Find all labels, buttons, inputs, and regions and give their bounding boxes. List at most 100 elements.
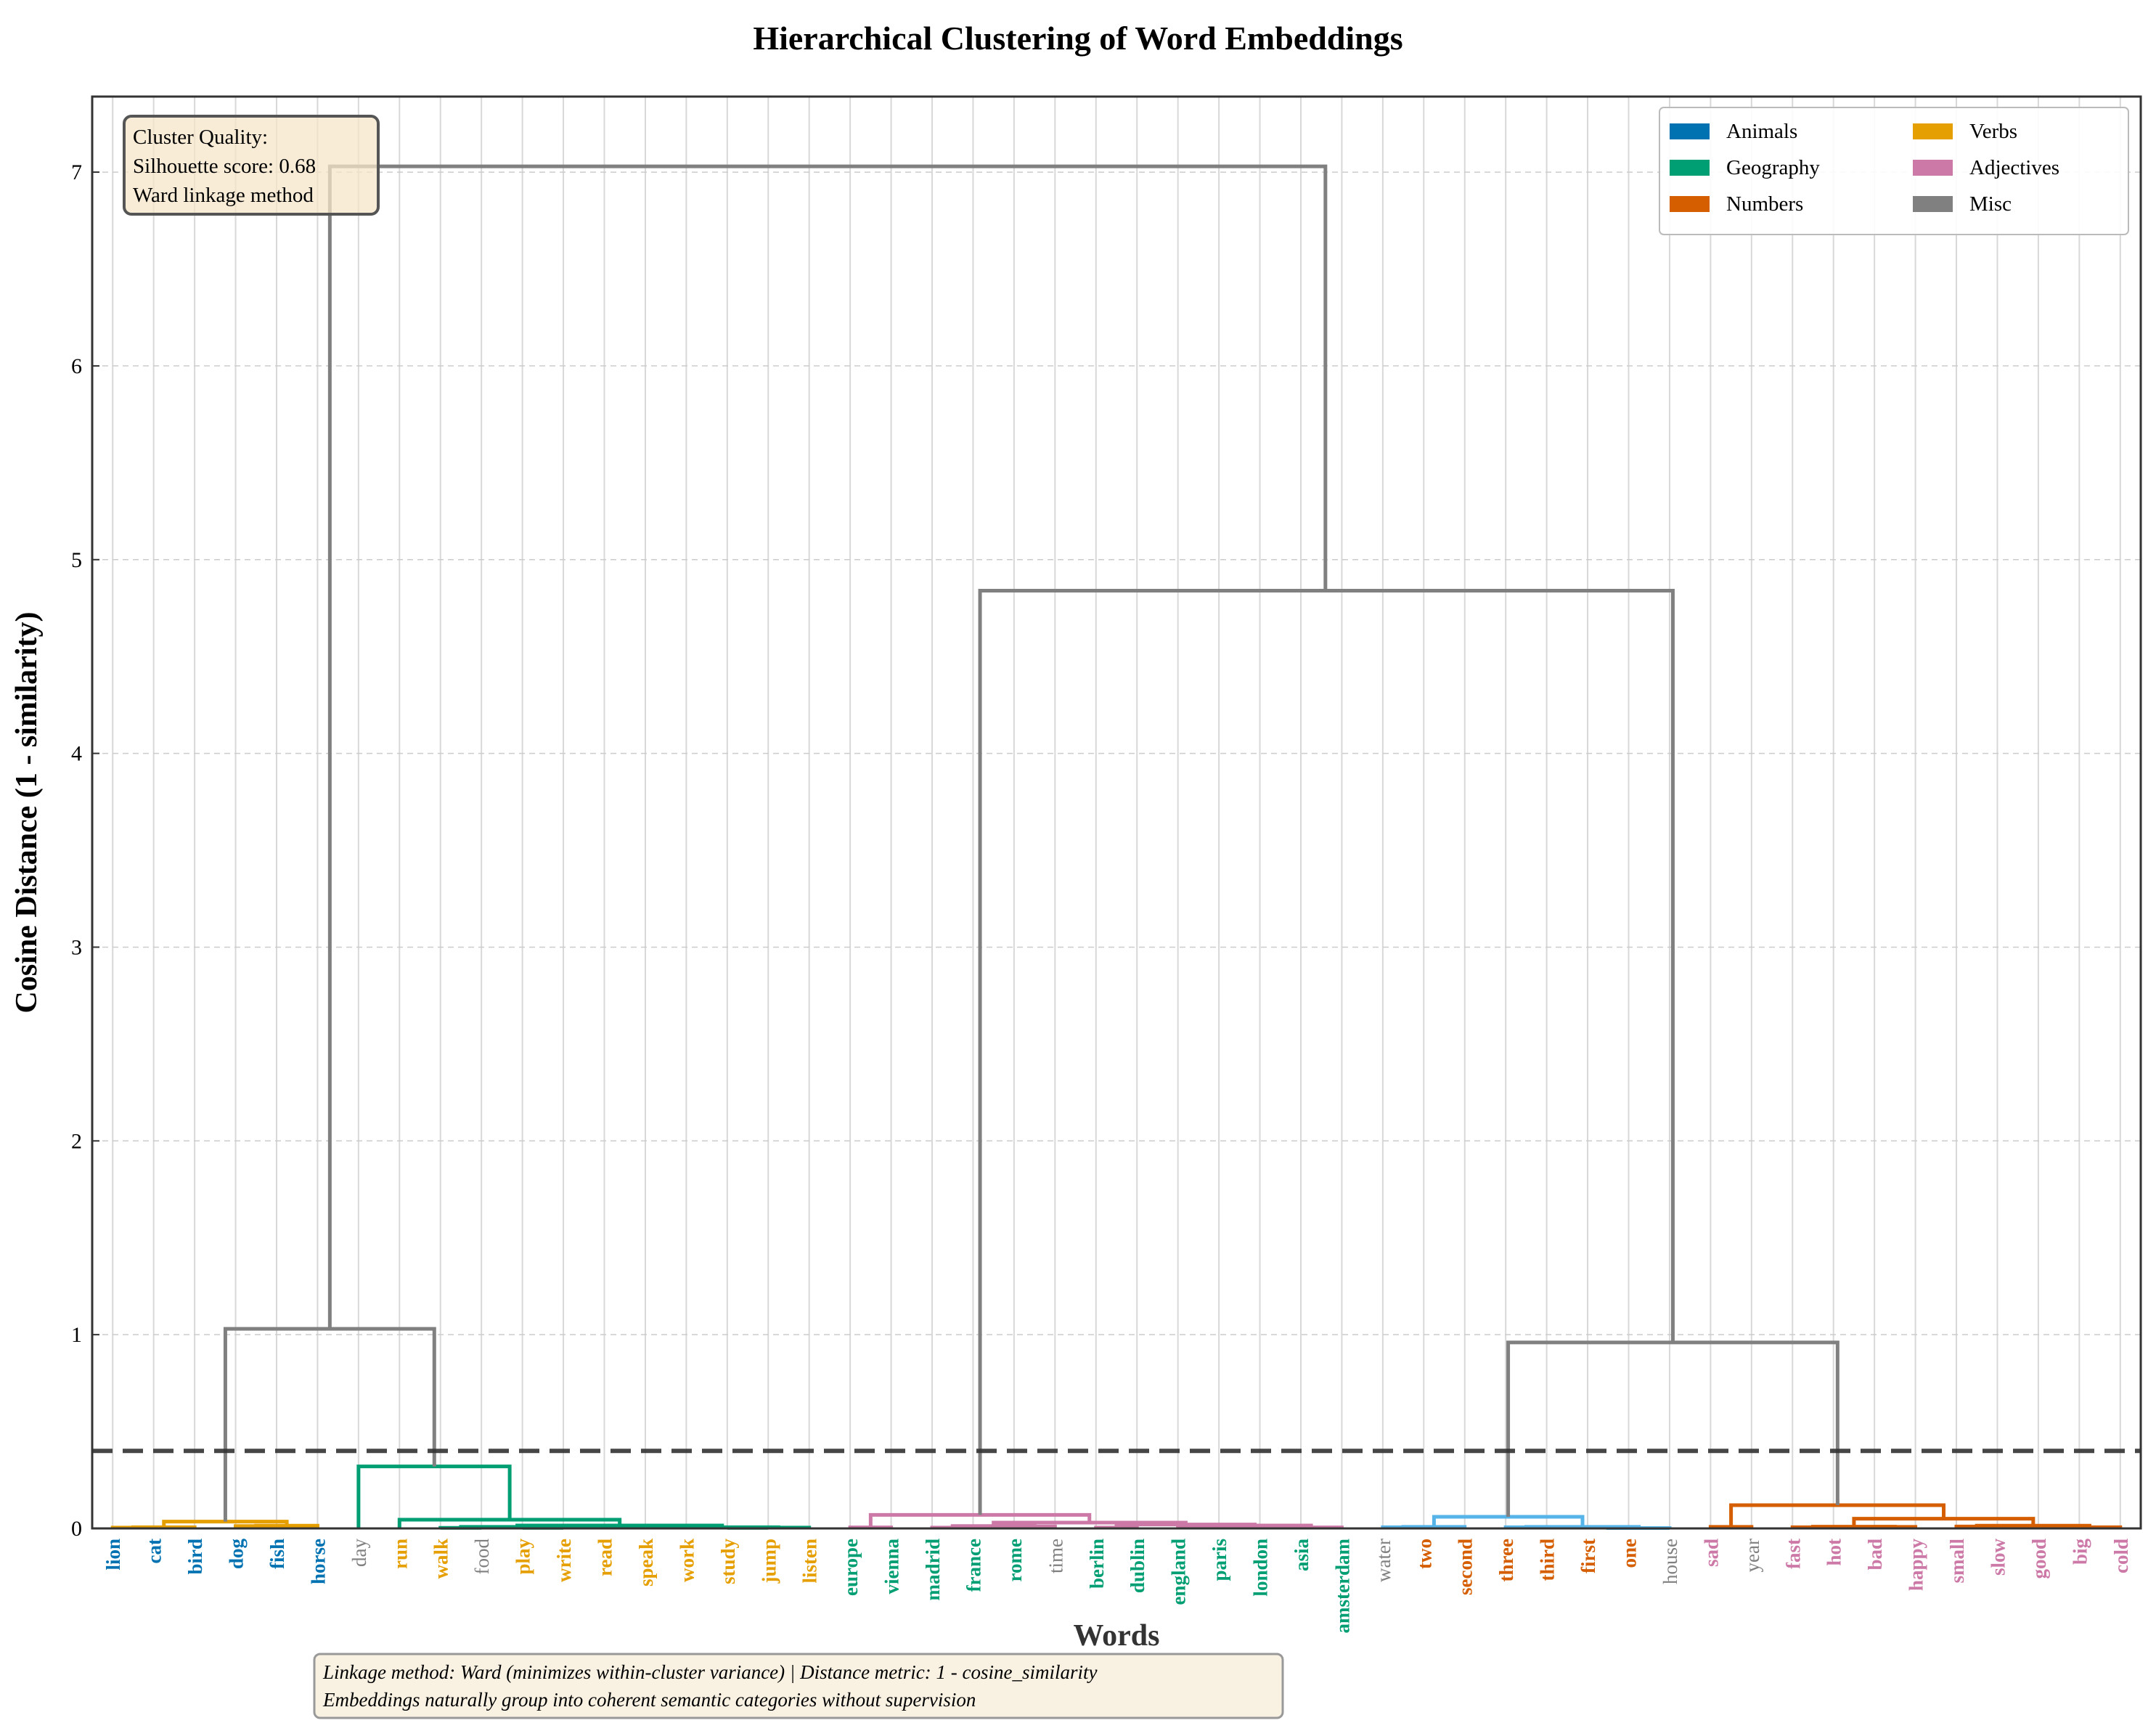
x-tick-label: vienna <box>881 1539 903 1594</box>
legend-frame <box>1659 107 2129 235</box>
x-tick-label: europe <box>840 1539 862 1596</box>
x-tick-label: paris <box>1209 1539 1230 1581</box>
x-tick-label: write <box>553 1539 575 1582</box>
x-tick-label: berlin <box>1086 1539 1108 1589</box>
legend-swatch <box>1670 123 1710 139</box>
y-axis-label: Cosine Distance (1 - similarity) <box>10 612 44 1014</box>
dendrogram-link <box>223 1327 436 1522</box>
x-tick-label: england <box>1168 1539 1190 1605</box>
x-tick-label: dublin <box>1127 1539 1148 1593</box>
x-tick-label: two <box>1413 1539 1435 1569</box>
x-tick-label: speak <box>635 1539 657 1586</box>
y-tick-label: 0 <box>71 1517 82 1541</box>
footnote-line-1: Linkage method: Ward (minimizes within-c… <box>322 1661 1098 1683</box>
dendrogram-link <box>1810 1525 1897 1529</box>
x-tick-label: time <box>1045 1539 1066 1573</box>
x-tick-label: cold <box>2110 1539 2132 1573</box>
y-tick-label: 2 <box>71 1129 82 1153</box>
x-tick-label: good <box>2028 1539 2050 1579</box>
x-tick-label: big <box>2069 1539 2091 1565</box>
stats-box-frame <box>123 115 380 216</box>
x-tick-label: walk <box>430 1539 452 1579</box>
x-tick-label: dog <box>226 1539 248 1570</box>
x-tick-label: fish <box>266 1539 288 1569</box>
dendrogram-link <box>515 1523 724 1528</box>
y-tick-label: 7 <box>71 160 82 184</box>
dendrogram-link <box>327 164 1328 1329</box>
dendrogram-link <box>356 1465 512 1528</box>
x-tick-label: one <box>1619 1539 1641 1568</box>
x-tick-label: fast <box>1782 1539 1804 1569</box>
y-tick-label: 4 <box>71 742 82 766</box>
y-tick-label: 5 <box>71 548 82 572</box>
dendrogram-link <box>1975 1523 2091 1528</box>
x-tick-label: slow <box>1987 1539 2009 1576</box>
plot-frame <box>91 95 2142 1530</box>
grid <box>92 97 2141 1529</box>
x-tick-label: work <box>676 1539 698 1582</box>
stats-box: Cluster Quality: Silhouette score: 0.68 … <box>123 115 380 216</box>
footnote-frame <box>313 1653 1284 1719</box>
x-axis-label: Words <box>1073 1619 1159 1653</box>
x-tick-label: house <box>1659 1539 1681 1584</box>
x-tick-label: read <box>595 1539 616 1576</box>
x-tick-label: three <box>1495 1539 1517 1581</box>
legend-swatch <box>1670 196 1710 212</box>
x-tick-label: london <box>1250 1539 1272 1597</box>
legend-label: Misc <box>1969 192 2012 216</box>
x-tick-label: play <box>513 1539 534 1575</box>
chart-title: Hierarchical Clustering of Word Embeddin… <box>753 20 1402 57</box>
footnote-line-2: Embeddings naturally group into coherent… <box>322 1689 976 1711</box>
x-tick-label: hot <box>1824 1539 1845 1566</box>
y-tick-label: 1 <box>71 1323 82 1347</box>
x-tick-label: day <box>348 1539 370 1567</box>
x-tick-label: cat <box>144 1539 166 1563</box>
y-axis: 0 1 2 3 4 5 6 7 <box>71 160 99 1541</box>
legend-label: Verbs <box>1969 120 2017 143</box>
x-tick-label: horse <box>307 1539 329 1584</box>
dendrogram-link <box>950 1524 1037 1528</box>
stats-line-silhouette: Silhouette score: 0.68 <box>133 155 316 178</box>
stats-line-method: Ward linkage method <box>133 184 314 207</box>
dendrogram-link <box>1729 1503 1946 1527</box>
x-tick-label: bad <box>1864 1539 1886 1571</box>
legend-label: Adjectives <box>1969 156 2059 179</box>
x-tick-label: listen <box>799 1539 821 1584</box>
x-tick-label: bird <box>184 1539 206 1575</box>
y-tick-label: 3 <box>71 935 82 959</box>
dendrogram-link <box>1524 1525 1641 1529</box>
x-tick-label: first <box>1577 1539 1599 1573</box>
dendrogram-link <box>1852 1517 2035 1527</box>
x-tick-label: asia <box>1291 1539 1312 1572</box>
x-tick-label: small <box>1946 1539 1968 1584</box>
dendrogram-link <box>1432 1515 1585 1527</box>
x-tick-label: food <box>471 1539 493 1575</box>
x-tick-label: third <box>1537 1539 1559 1581</box>
x-tick-label: jump <box>758 1539 780 1584</box>
x-tick-label: france <box>963 1539 984 1592</box>
legend-swatch <box>1670 160 1710 176</box>
x-tick-label: happy <box>1906 1539 1927 1592</box>
footnote-box: Linkage method: Ward (minimizes within-c… <box>313 1653 1284 1719</box>
stats-line-title: Cluster Quality: <box>133 126 268 149</box>
x-tick-label: madrid <box>922 1539 944 1601</box>
legend-label: Animals <box>1726 120 1797 143</box>
legend-swatch <box>1913 160 1953 176</box>
dendrogram-link <box>1506 1340 1839 1517</box>
legend-swatch <box>1913 196 1953 212</box>
legend-label: Numbers <box>1726 192 1803 216</box>
x-tick-label: year <box>1741 1539 1763 1572</box>
legend-label: Geography <box>1726 156 1820 179</box>
y-tick-label: 6 <box>71 354 82 378</box>
x-tick-label: amsterdam <box>1331 1538 1353 1633</box>
x-axis-labels: lion cat bird dog fish horse day run walk food pla… <box>102 1538 2132 1633</box>
legend: Animals Geography Numbers Verbs Adjectives Mi… <box>1659 107 2129 235</box>
x-tick-label: lion <box>102 1539 124 1571</box>
x-tick-label: second <box>1455 1539 1477 1595</box>
x-tick-label: rome <box>1004 1539 1026 1581</box>
x-tick-label: study <box>717 1539 739 1585</box>
x-tick-label: water <box>1373 1539 1395 1582</box>
x-tick-label: sad <box>1700 1539 1722 1567</box>
